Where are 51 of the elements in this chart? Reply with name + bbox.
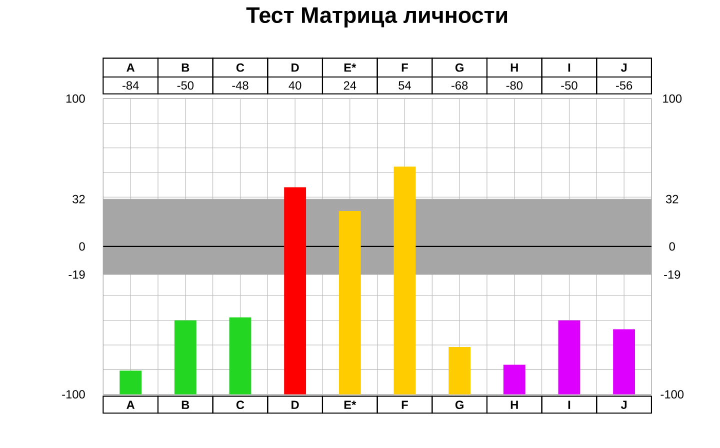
bar [229, 318, 252, 394]
y-tick-label: -19 [68, 270, 85, 279]
y2-tick-label: 100 [663, 94, 682, 103]
bar [394, 166, 416, 394]
bar [448, 347, 471, 394]
text: -50 [561, 81, 578, 90]
bar [174, 320, 196, 394]
x-tick-label: I [568, 400, 570, 410]
category-label: B [182, 64, 190, 72]
category-label: C [236, 63, 244, 72]
y-tick-label: 0 [79, 242, 85, 251]
bar [558, 320, 580, 394]
y-tick-label: -100 [62, 390, 85, 399]
text: 40 [288, 81, 302, 90]
x-tick-label: C [236, 400, 244, 410]
x-tick-label: B [182, 400, 190, 410]
category-label: J [620, 64, 627, 72]
x-tick-label: J [620, 400, 627, 410]
bar [284, 187, 306, 394]
x-tick-label: E* [344, 400, 356, 410]
bar [338, 211, 361, 394]
category-label: F [402, 64, 408, 72]
text: -84 [122, 81, 139, 90]
x-tick-label: G [455, 400, 464, 410]
category-label: E* [344, 64, 356, 72]
text: -80 [506, 81, 523, 90]
chart-title: Тест Матрица личности [246, 7, 508, 28]
category-label: D [292, 64, 299, 72]
text: 54 [398, 81, 411, 90]
y-tick-label: 32 [72, 195, 85, 204]
category-label: G [455, 63, 464, 72]
bar [613, 329, 636, 394]
text: -48 [232, 81, 248, 90]
y2-tick-label: -100 [660, 390, 684, 399]
category-label: A [126, 64, 135, 72]
y-tick-label: 100 [66, 94, 85, 103]
text: 24 [344, 81, 356, 90]
x-tick-label: H [510, 400, 518, 410]
bar [503, 364, 526, 394]
text: -56 [616, 81, 632, 90]
y2-tick-label: 0 [669, 242, 675, 251]
category-label: I [568, 64, 570, 72]
x-tick-label: D [292, 400, 299, 410]
text: -50 [177, 81, 194, 90]
text: -68 [452, 81, 468, 90]
x-tick-label: A [126, 400, 135, 410]
x-tick-label: F [402, 400, 408, 410]
category-label: H [510, 64, 518, 72]
y2-tick-label: -19 [664, 270, 680, 279]
y2-tick-label: 32 [666, 195, 678, 204]
bar [120, 370, 142, 394]
